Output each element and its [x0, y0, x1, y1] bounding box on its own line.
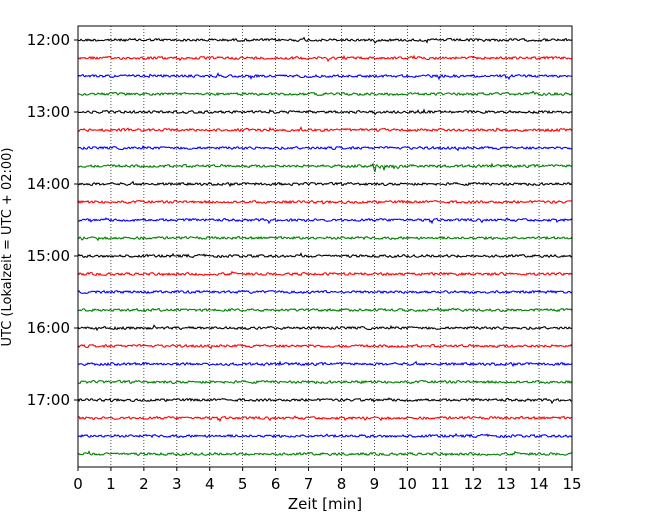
grid-lines	[110, 26, 540, 467]
seismic-trace-1715	[77, 415, 573, 423]
x-tick-label: 10	[398, 475, 417, 493]
x-tick-label: 2	[139, 475, 149, 493]
seismic-trace-1600	[77, 324, 573, 332]
x-tick-label: 12	[464, 475, 483, 493]
x-tick-label: 5	[238, 475, 248, 493]
seismic-trace-1545	[77, 306, 573, 313]
seismic-trace-1300	[77, 108, 573, 116]
seismic-trace-1445	[77, 235, 573, 242]
x-tick-label: 14	[530, 475, 549, 493]
seismic-trace-1515	[77, 270, 573, 277]
x-axis-label: Zeit [min]	[288, 495, 362, 513]
seismic-trace-1430	[77, 217, 573, 225]
seismic-traces	[77, 36, 573, 457]
seismic-trace-1215	[77, 54, 573, 63]
x-tick-label: 7	[304, 475, 314, 493]
seismic-trace-1415	[77, 199, 573, 205]
y-axis-label: UTC (Lokalzeit = UTC + 02:00)	[0, 148, 15, 347]
y-tick-label: 16:00	[27, 319, 70, 337]
x-tick-label: 15	[562, 475, 581, 493]
seismic-trace-1315	[77, 125, 573, 133]
y-axis: 12:00 13:00 14:00 15:00 16:00 17:00	[27, 31, 78, 409]
seismic-trace-1200	[77, 36, 573, 44]
seismic-trace-1245	[77, 90, 573, 97]
x-tick-label: 3	[172, 475, 182, 493]
x-tick-label: 11	[431, 475, 450, 493]
seismic-trace-1345	[77, 162, 573, 173]
x-axis: 0 1 2 3 4 5 6 7 8 9 10 11 12 13 14 15	[73, 467, 582, 493]
y-tick-label: 17:00	[27, 391, 70, 409]
seismic-trace-1730	[77, 432, 573, 439]
seismic-trace-1700	[77, 397, 573, 405]
y-tick-label: 14:00	[27, 175, 70, 193]
seismic-trace-1615	[77, 343, 573, 350]
seismic-trace-1530	[77, 289, 573, 295]
x-tick-label: 8	[337, 475, 347, 493]
seismic-trace-1500	[77, 252, 573, 259]
x-tick-label: 0	[73, 475, 83, 493]
y-tick-label: 13:00	[27, 103, 70, 121]
x-tick-label: 9	[370, 475, 380, 493]
seismic-trace-1230	[77, 72, 573, 81]
seismic-trace-1745	[77, 450, 573, 457]
y-tick-label: 15:00	[27, 247, 70, 265]
seismic-trace-1630	[77, 360, 573, 368]
seismic-trace-1645	[77, 379, 573, 385]
x-tick-label: 4	[205, 475, 215, 493]
seismic-trace-1400	[77, 180, 573, 188]
plot-frame	[77, 25, 573, 468]
x-tick-label: 13	[497, 475, 516, 493]
x-tick-label: 1	[106, 475, 116, 493]
y-tick-label: 12:00	[27, 31, 70, 49]
seismic-trace-1330	[77, 144, 573, 152]
x-tick-label: 6	[271, 475, 281, 493]
